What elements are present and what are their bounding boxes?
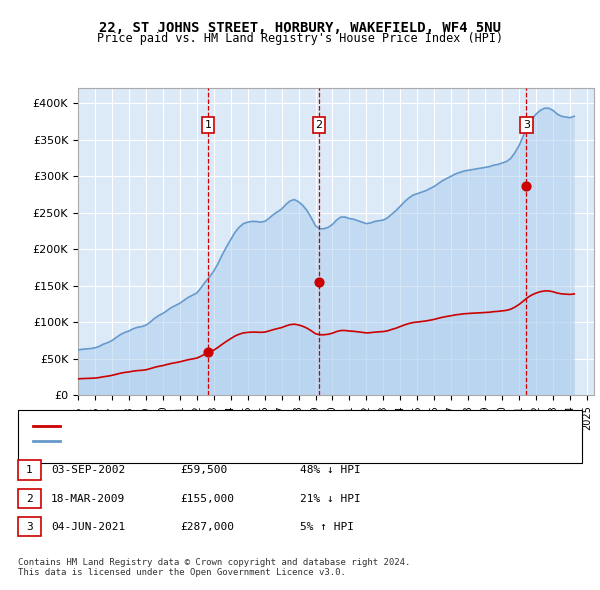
Text: £155,000: £155,000 [180, 494, 234, 503]
Text: 18-MAR-2009: 18-MAR-2009 [51, 494, 125, 503]
Text: £59,500: £59,500 [180, 466, 227, 475]
Text: 3: 3 [523, 120, 530, 130]
Text: 22, ST JOHNS STREET, HORBURY, WAKEFIELD, WF4 5NU: 22, ST JOHNS STREET, HORBURY, WAKEFIELD,… [99, 21, 501, 35]
Text: Contains HM Land Registry data © Crown copyright and database right 2024.
This d: Contains HM Land Registry data © Crown c… [18, 558, 410, 577]
Text: Price paid vs. HM Land Registry's House Price Index (HPI): Price paid vs. HM Land Registry's House … [97, 32, 503, 45]
Text: 1: 1 [205, 120, 212, 130]
Point [521, 181, 531, 191]
Text: £287,000: £287,000 [180, 522, 234, 532]
Text: 1: 1 [26, 466, 33, 475]
Text: 04-JUN-2021: 04-JUN-2021 [51, 522, 125, 532]
Text: 21% ↓ HPI: 21% ↓ HPI [300, 494, 361, 503]
Text: HPI: Average price, detached house, Wakefield: HPI: Average price, detached house, Wake… [66, 437, 336, 446]
Text: 03-SEP-2002: 03-SEP-2002 [51, 466, 125, 475]
Text: 22, ST JOHNS STREET, HORBURY, WAKEFIELD, WF4 5NU (detached house): 22, ST JOHNS STREET, HORBURY, WAKEFIELD,… [66, 421, 456, 431]
Text: 48% ↓ HPI: 48% ↓ HPI [300, 466, 361, 475]
Point [203, 347, 213, 356]
Text: 2: 2 [316, 120, 323, 130]
Text: 3: 3 [26, 522, 33, 532]
Text: 2: 2 [26, 494, 33, 503]
Point [314, 277, 324, 287]
Text: 5% ↑ HPI: 5% ↑ HPI [300, 522, 354, 532]
